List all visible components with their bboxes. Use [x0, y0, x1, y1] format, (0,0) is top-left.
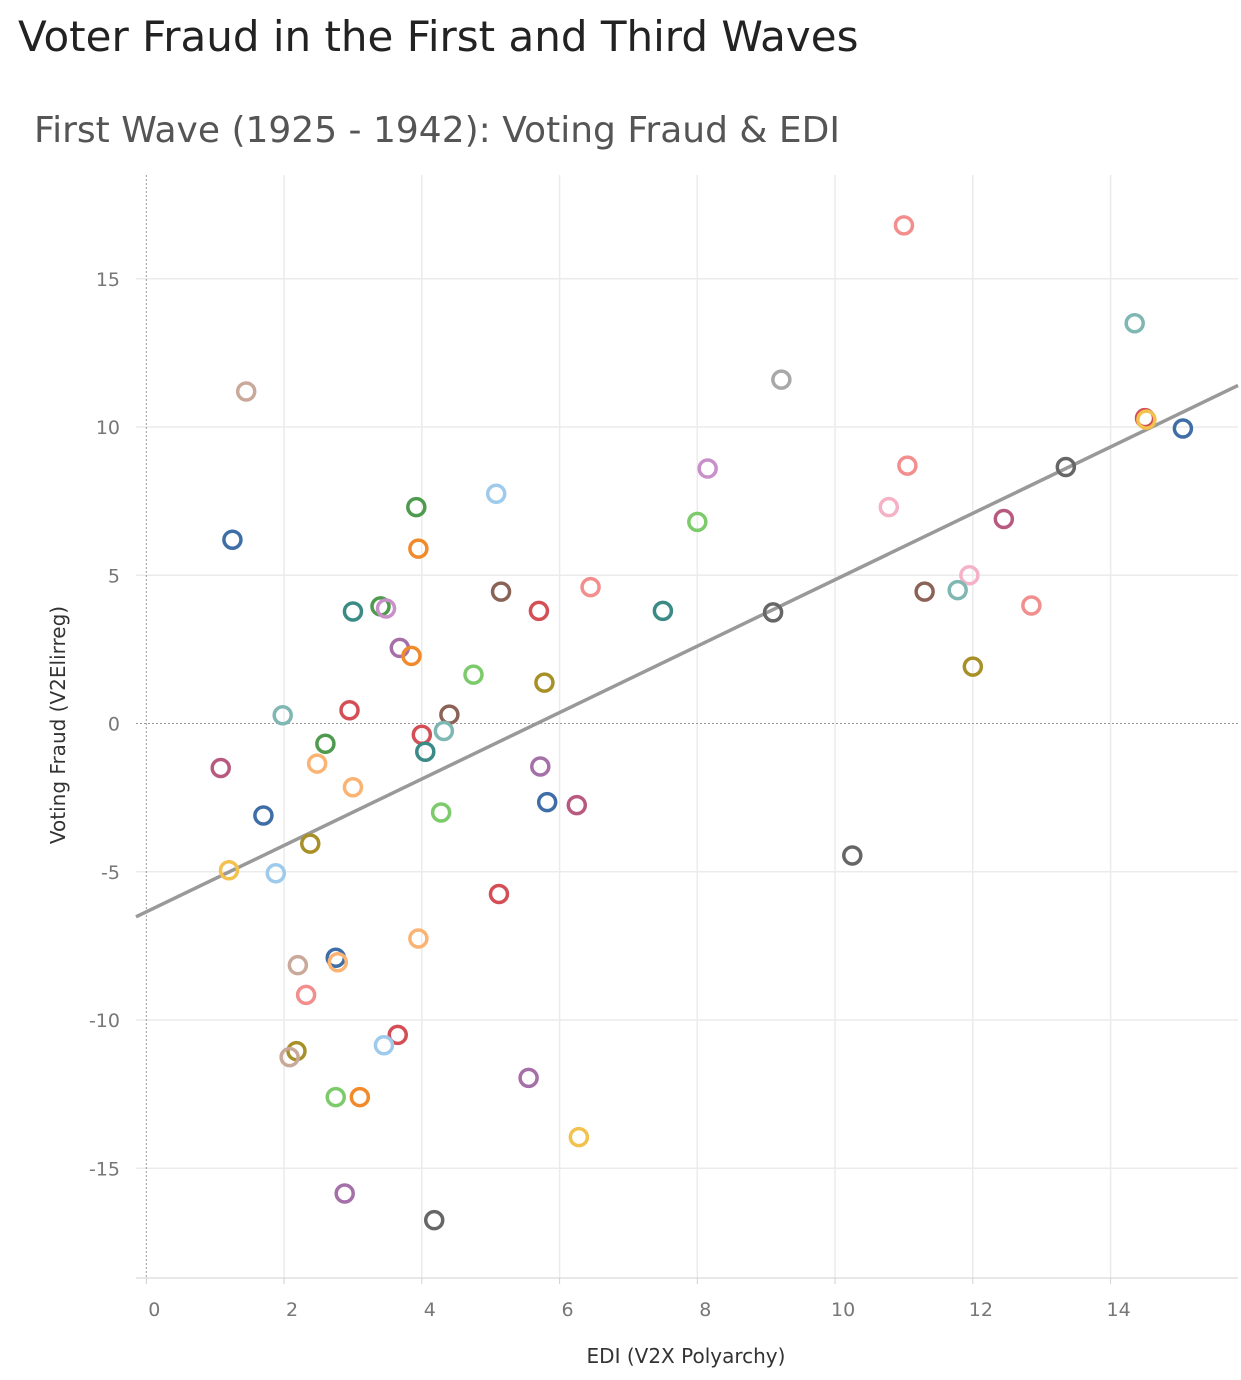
data-point	[439, 704, 460, 725]
x-tick-label: 0	[148, 1299, 160, 1321]
data-points	[210, 215, 1194, 1231]
data-point	[253, 805, 274, 826]
grid-lines	[136, 175, 1238, 1278]
data-point	[265, 863, 287, 884]
data-point	[406, 496, 427, 518]
data-point	[687, 511, 708, 533]
data-point	[315, 733, 336, 754]
data-point	[210, 757, 231, 779]
y-tick-label: -10	[89, 1010, 120, 1032]
trend-line-layer	[135, 383, 1239, 919]
data-point	[490, 581, 512, 602]
page-title: Voter Fraud in the First and Third Waves	[18, 12, 859, 61]
data-point	[463, 664, 484, 685]
data-point	[1136, 409, 1157, 430]
data-point	[962, 656, 984, 677]
x-tick-label: 12	[969, 1299, 993, 1321]
data-point	[375, 598, 397, 619]
data-point	[272, 704, 293, 726]
data-point	[652, 600, 674, 622]
chart-title: First Wave (1925 - 1942): Voting Fraud &…	[34, 110, 840, 151]
y-tick-label: 0	[108, 714, 120, 736]
data-point	[1021, 595, 1042, 616]
data-point	[339, 699, 360, 721]
data-point	[415, 741, 436, 762]
data-point	[430, 802, 452, 823]
data-point	[387, 1024, 408, 1046]
data-point	[334, 1183, 355, 1204]
data-point	[914, 581, 935, 602]
y-tick-label: -5	[101, 862, 120, 884]
data-point	[1055, 456, 1077, 478]
data-point	[433, 720, 455, 742]
data-point	[295, 984, 317, 1006]
data-point	[287, 954, 309, 976]
data-point	[342, 777, 364, 798]
data-point	[373, 1034, 395, 1056]
data-point	[762, 602, 784, 623]
data-point	[306, 753, 328, 774]
data-point	[485, 483, 507, 504]
y-tick-label: 5	[108, 565, 120, 587]
data-point	[423, 1209, 445, 1231]
y-tick-label: 15	[96, 269, 120, 291]
data-point	[566, 794, 588, 816]
x-tick-label: 10	[831, 1299, 855, 1321]
data-point	[697, 458, 718, 479]
data-point	[580, 576, 601, 598]
data-point	[325, 1086, 346, 1108]
data-point	[300, 833, 321, 854]
data-point	[530, 756, 551, 777]
x-tick-label: 2	[286, 1299, 298, 1321]
data-point	[342, 601, 364, 622]
data-point	[235, 381, 257, 402]
data-point	[218, 860, 240, 881]
data-point	[518, 1067, 539, 1089]
data-point	[959, 565, 980, 586]
x-tick-label: 6	[562, 1299, 574, 1321]
data-point	[528, 600, 550, 622]
y-tick-label: 10	[96, 417, 120, 439]
data-point	[947, 579, 968, 601]
data-point	[349, 1086, 371, 1108]
data-point	[488, 883, 510, 905]
data-point	[327, 951, 349, 973]
trend-line	[135, 383, 1239, 919]
data-point	[771, 369, 792, 390]
data-point	[536, 791, 558, 813]
data-point	[408, 538, 429, 559]
axes	[136, 175, 1238, 1284]
data-point	[408, 928, 429, 949]
data-point	[893, 215, 915, 236]
data-point	[897, 455, 918, 476]
y-axis-label: Voting Fraud (V2Elirreg)	[46, 606, 70, 844]
x-tick-label: 4	[424, 1299, 436, 1321]
y-tick-label: -15	[89, 1158, 120, 1180]
tick-labels: 0 2 4 6 8 10 12 14 15 10 5 0 -5 -10 -15	[89, 269, 1131, 1321]
data-point	[279, 1046, 300, 1068]
x-axis-label: EDI (V2X Polyarchy)	[587, 1344, 786, 1368]
data-point	[878, 496, 900, 518]
data-point	[842, 845, 863, 866]
data-point	[401, 645, 422, 667]
data-point	[1172, 418, 1194, 439]
data-point	[534, 672, 555, 693]
x-tick-label: 8	[699, 1299, 711, 1321]
x-tick-label: 14	[1106, 1299, 1130, 1321]
data-point	[568, 1126, 590, 1148]
data-point	[222, 529, 243, 550]
data-point	[993, 508, 1015, 530]
data-point	[1124, 313, 1145, 334]
